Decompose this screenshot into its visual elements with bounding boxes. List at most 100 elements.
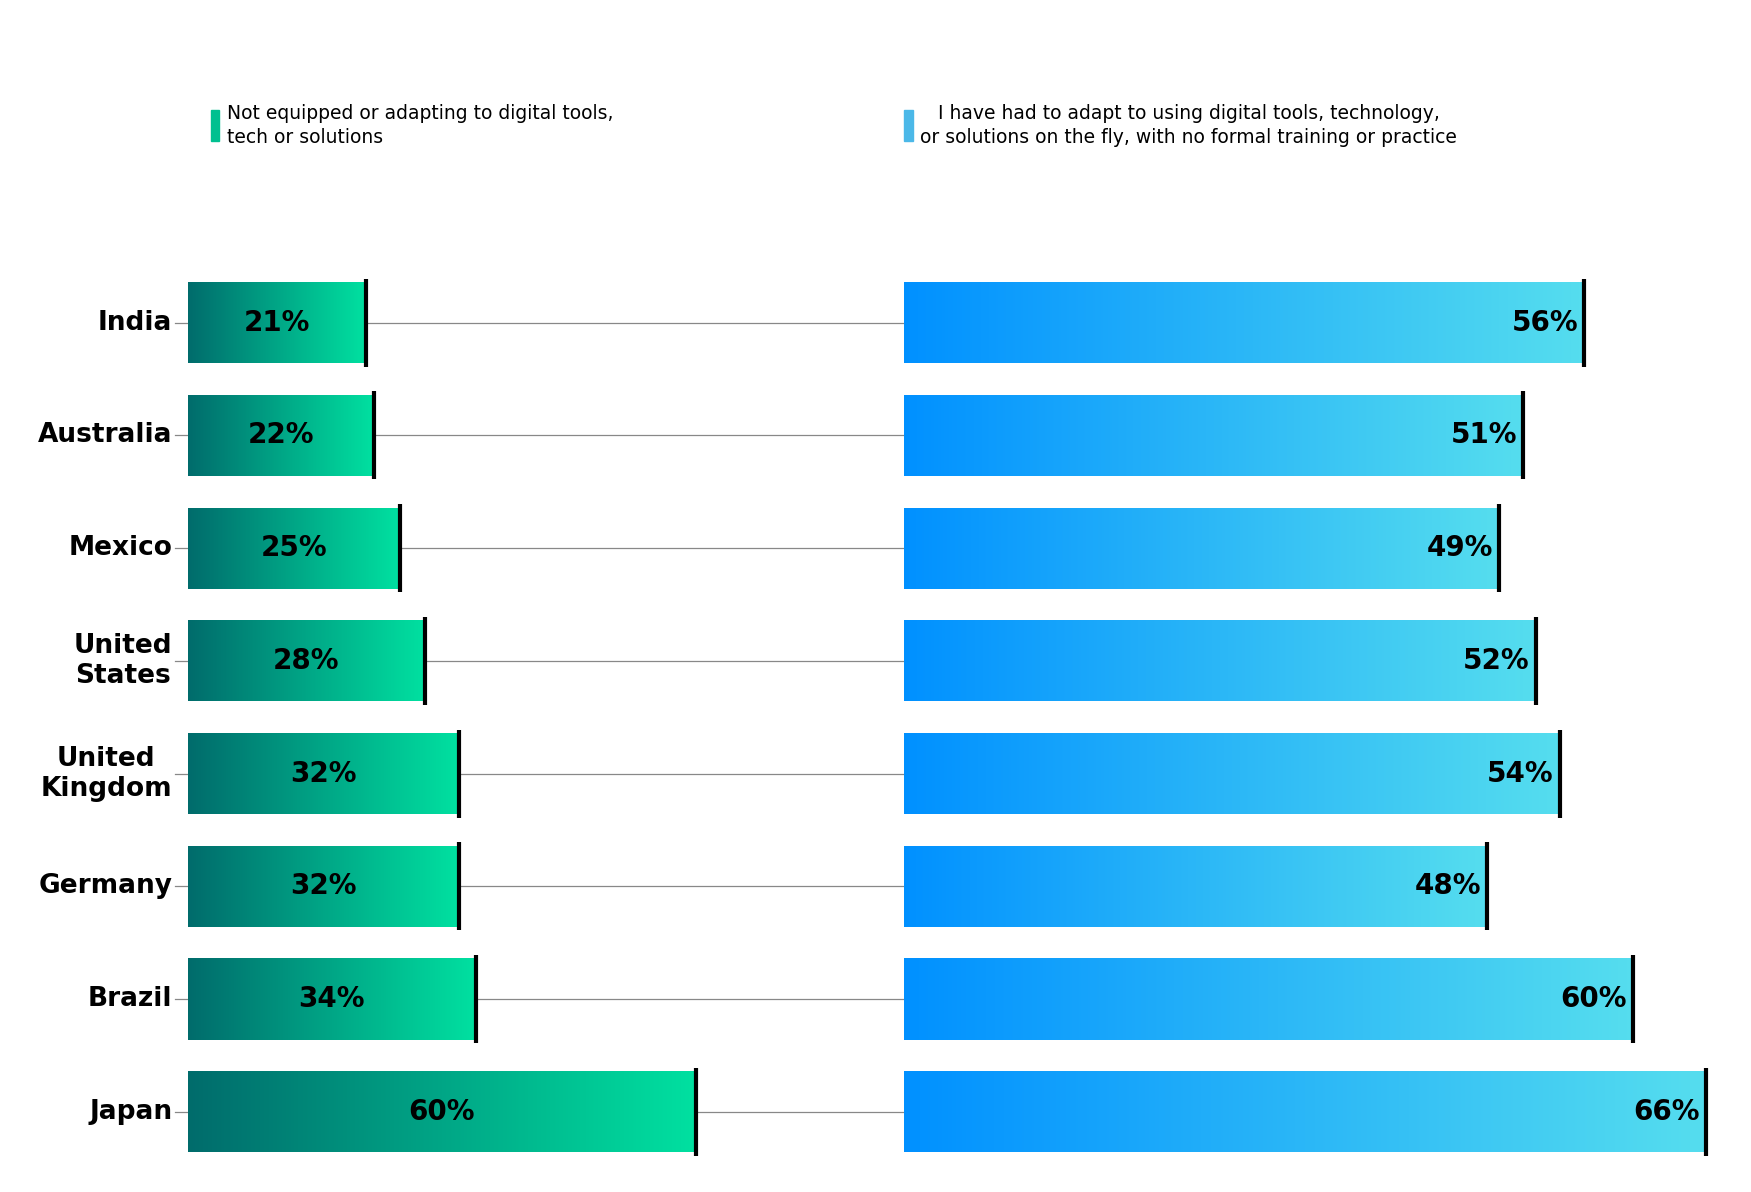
Bar	[1017, 508, 1019, 589]
Bar	[1585, 1072, 1588, 1153]
Bar	[1635, 1072, 1637, 1153]
Bar	[1497, 620, 1499, 701]
Bar	[1522, 395, 1523, 476]
Bar	[1166, 845, 1168, 927]
Bar	[925, 958, 926, 1039]
Bar	[1396, 508, 1397, 589]
Bar	[1313, 508, 1315, 589]
Bar	[1441, 958, 1445, 1039]
Bar	[1222, 620, 1224, 701]
Bar	[1135, 1072, 1136, 1153]
Bar	[1403, 620, 1404, 701]
Bar	[1595, 1072, 1599, 1153]
Bar	[1198, 845, 1199, 927]
Bar	[1376, 958, 1378, 1039]
Bar	[1170, 958, 1173, 1039]
Bar	[1117, 395, 1119, 476]
Bar	[1233, 1072, 1234, 1153]
Bar	[1299, 733, 1301, 814]
Bar	[1304, 845, 1306, 927]
Bar	[1199, 395, 1201, 476]
Bar	[1327, 1072, 1329, 1153]
Bar	[904, 733, 907, 814]
Bar	[1525, 733, 1527, 814]
Bar	[1248, 508, 1252, 589]
Bar	[1215, 508, 1217, 589]
Bar	[1192, 1072, 1196, 1153]
Bar	[1431, 620, 1434, 701]
Bar	[1117, 283, 1119, 364]
Bar	[1366, 395, 1368, 476]
Bar	[1238, 508, 1240, 589]
Bar	[926, 733, 930, 814]
Bar	[1087, 958, 1091, 1039]
Bar	[1371, 958, 1373, 1039]
Bar	[1059, 508, 1061, 589]
Bar	[1005, 958, 1007, 1039]
Bar	[1399, 395, 1401, 476]
Bar	[958, 845, 960, 927]
Bar	[1537, 283, 1539, 364]
Bar	[1061, 1072, 1063, 1153]
Bar	[1276, 283, 1278, 364]
Bar	[1166, 620, 1168, 701]
Bar	[1355, 733, 1357, 814]
Bar	[1028, 733, 1030, 814]
Bar	[1052, 620, 1054, 701]
Bar	[1129, 508, 1131, 589]
Bar	[1492, 733, 1495, 814]
Bar	[1161, 845, 1163, 927]
Bar	[1513, 620, 1516, 701]
Bar	[942, 508, 946, 589]
Text: 22%: 22%	[247, 421, 313, 449]
Bar	[1110, 1072, 1114, 1153]
Bar	[1145, 283, 1147, 364]
Bar	[1513, 395, 1515, 476]
Bar	[1247, 620, 1248, 701]
Bar	[1399, 845, 1401, 927]
Bar	[1030, 733, 1031, 814]
Bar	[1359, 283, 1361, 364]
Bar	[949, 733, 951, 814]
Bar	[1145, 508, 1147, 589]
Bar	[993, 733, 995, 814]
Bar	[1199, 733, 1201, 814]
Bar	[1453, 620, 1455, 701]
Bar	[1439, 1072, 1441, 1153]
Bar	[1490, 958, 1494, 1039]
Bar	[912, 620, 914, 701]
Bar	[1333, 958, 1334, 1039]
Bar	[1261, 395, 1262, 476]
Bar	[960, 620, 961, 701]
Bar	[1303, 1072, 1304, 1153]
Bar	[1466, 733, 1469, 814]
Bar	[1604, 958, 1606, 1039]
Bar	[1296, 395, 1297, 476]
Bar	[1301, 620, 1303, 701]
Bar	[1385, 508, 1387, 589]
Bar	[1206, 283, 1208, 364]
Bar	[1070, 620, 1072, 701]
Bar	[1348, 1072, 1352, 1153]
Bar	[1096, 733, 1098, 814]
Bar	[1289, 958, 1290, 1039]
Bar	[1280, 845, 1282, 927]
Bar	[1466, 508, 1469, 589]
Bar	[1404, 733, 1406, 814]
Bar	[1030, 733, 1033, 814]
Bar	[1329, 395, 1331, 476]
Bar	[1045, 283, 1047, 364]
Bar	[1227, 395, 1229, 476]
Bar	[1266, 845, 1268, 927]
Bar	[1543, 958, 1546, 1039]
Bar	[1252, 845, 1254, 927]
Bar	[953, 733, 954, 814]
Bar	[1094, 395, 1096, 476]
Bar	[1128, 958, 1131, 1039]
Bar	[1632, 1072, 1634, 1153]
Bar	[1177, 283, 1178, 364]
Bar	[1483, 283, 1487, 364]
Bar	[1184, 620, 1185, 701]
Bar	[1014, 958, 1016, 1039]
Bar	[1432, 395, 1434, 476]
